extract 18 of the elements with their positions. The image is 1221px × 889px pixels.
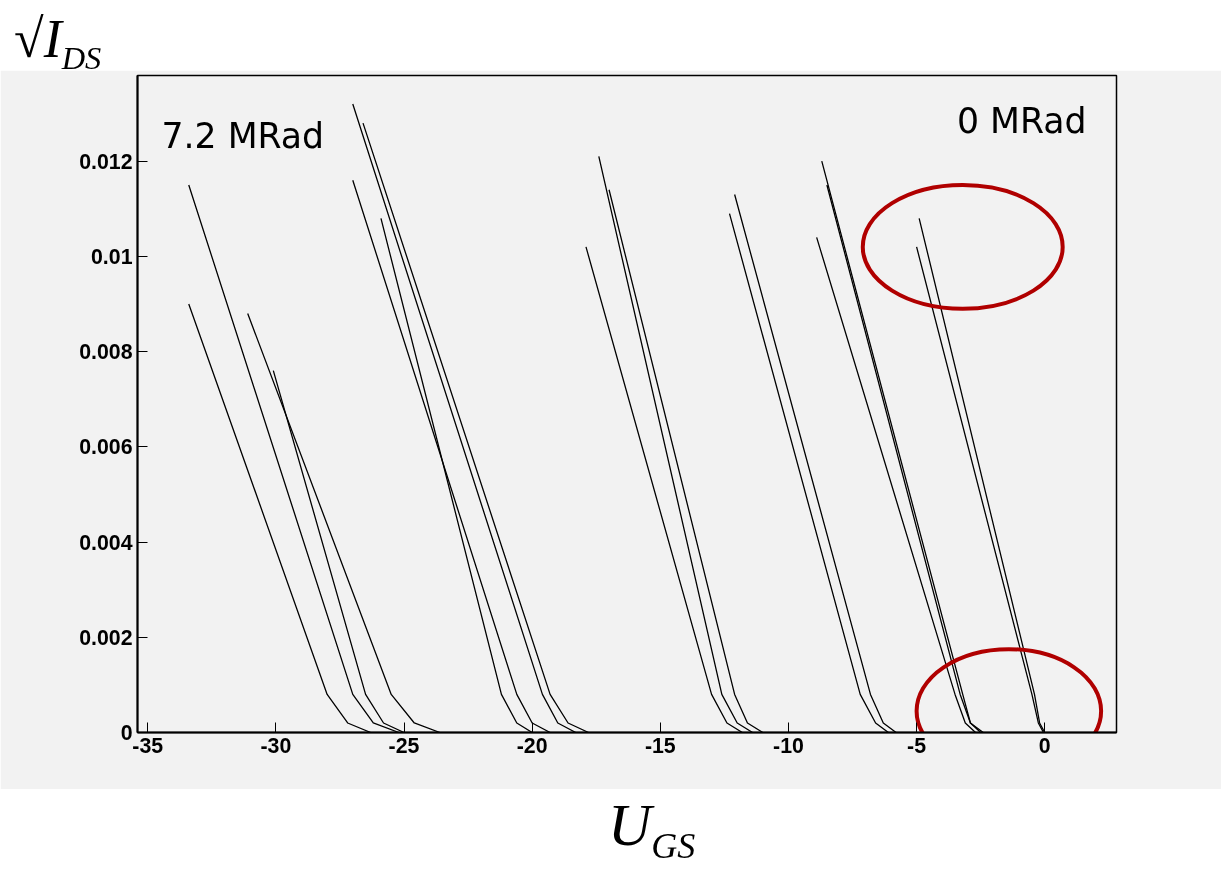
y-tick-label: 0.008 bbox=[79, 340, 133, 365]
x-tick-label: 0 bbox=[1038, 733, 1051, 758]
x-tick-label: -5 bbox=[907, 733, 927, 758]
y-axis-title: √I$_{DS}$ bbox=[13, 8, 102, 76]
x-tick-label: -35 bbox=[132, 733, 164, 758]
x-tick-label: -20 bbox=[516, 733, 548, 758]
x-axis-title: U$_{GS}$ bbox=[607, 791, 696, 866]
x-tick-label: -30 bbox=[260, 733, 292, 758]
y-tick-label: 0.012 bbox=[79, 149, 133, 174]
x-tick-label: -10 bbox=[773, 733, 804, 758]
y-tick-label: 0.01 bbox=[90, 244, 133, 269]
x-tick-label: -15 bbox=[644, 733, 676, 758]
annotation: 0 MRad bbox=[956, 100, 1087, 141]
y-tick-label: 0.006 bbox=[79, 435, 133, 460]
y-tick-label: 0.004 bbox=[79, 530, 133, 555]
x-tick-label: -25 bbox=[388, 733, 420, 758]
y-tick-label: 0.002 bbox=[79, 625, 133, 650]
annotation: 7.2 MRad bbox=[161, 115, 325, 156]
